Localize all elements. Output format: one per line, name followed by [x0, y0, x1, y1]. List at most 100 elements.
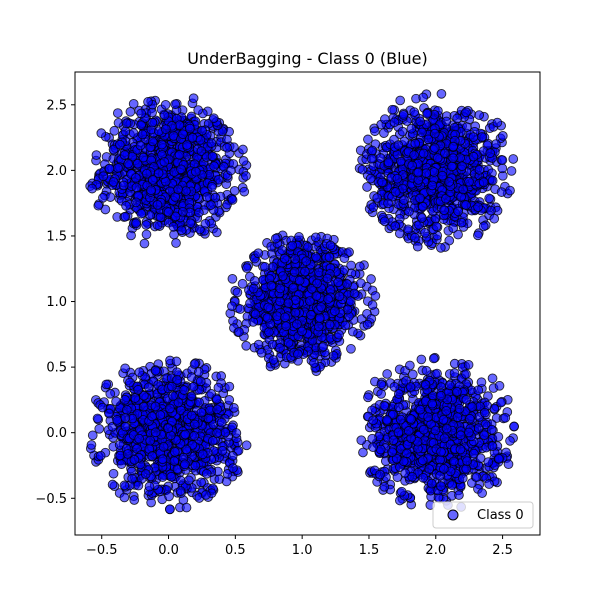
scatter-point	[444, 177, 455, 187]
scatter-point	[275, 296, 285, 307]
scatter-point	[283, 337, 294, 348]
scatter-point	[448, 141, 459, 152]
scatter-point	[375, 469, 385, 480]
scatter-point	[206, 138, 217, 148]
scatter-point	[98, 192, 108, 203]
scatter-point	[464, 176, 474, 187]
scatter-point	[415, 116, 426, 127]
scatter-point	[260, 261, 270, 272]
scatter-point	[456, 217, 467, 228]
scatter-point	[427, 398, 438, 409]
scatter-point	[175, 486, 186, 496]
scatter-point	[136, 108, 147, 119]
scatter-point	[487, 373, 498, 384]
scatter-point	[95, 450, 106, 461]
scatter-point	[145, 435, 156, 446]
scatter-point	[494, 453, 504, 464]
scatter-point	[492, 117, 503, 128]
scatter-point	[418, 472, 429, 483]
scatter-point	[420, 379, 431, 390]
scatter-point	[310, 232, 321, 243]
scatter-point	[382, 415, 392, 425]
scatter-point	[429, 143, 440, 153]
scatter-point	[181, 186, 191, 196]
scatter-point	[191, 166, 201, 177]
scatter-point	[165, 403, 175, 414]
scatter-point	[447, 161, 457, 172]
scatter-point	[195, 135, 206, 145]
scatter-point	[322, 273, 333, 284]
scatter-point	[143, 97, 153, 107]
scatter-point	[437, 170, 448, 181]
scatter-point	[394, 402, 404, 413]
scatter-point	[172, 375, 182, 385]
scatter-point	[416, 354, 427, 365]
scatter-point	[222, 142, 232, 153]
scatter-point	[453, 229, 463, 240]
scatter-point	[363, 392, 373, 403]
scatter-point	[418, 424, 429, 435]
scatter-point	[227, 195, 238, 205]
scatter-point	[383, 157, 394, 168]
scatter-point	[268, 355, 279, 365]
scatter-point	[485, 148, 496, 159]
scatter-point	[392, 173, 403, 184]
scatter-point	[439, 433, 450, 444]
scatter-point	[176, 164, 186, 175]
scatter-point	[120, 395, 130, 405]
scatter-point	[180, 429, 191, 440]
scatter-point	[287, 240, 298, 251]
scatter-point	[224, 395, 235, 405]
scatter-point	[158, 442, 169, 452]
scatter-point	[477, 132, 487, 142]
scatter-point	[409, 150, 419, 160]
scatter-point	[387, 104, 398, 115]
scatter-point	[241, 340, 252, 351]
scatter-point	[185, 218, 196, 229]
scatter-point	[210, 192, 221, 203]
scatter-point	[129, 495, 140, 505]
scatter-point	[193, 367, 204, 377]
scatter-point	[409, 107, 420, 117]
scatter-point	[483, 457, 494, 467]
scatter-point	[147, 117, 158, 128]
scatter-point	[418, 92, 429, 103]
scatter-point	[435, 242, 446, 253]
scatter-point	[376, 389, 387, 399]
scatter-point	[491, 139, 501, 149]
scatter-point	[288, 282, 299, 293]
scatter-point	[166, 471, 177, 482]
scatter-point	[128, 128, 139, 138]
scatter-point	[508, 154, 519, 164]
scatter-point	[224, 381, 235, 392]
scatter-point	[489, 213, 500, 224]
scatter-point	[441, 116, 452, 127]
scatter-point	[407, 160, 417, 171]
scatter-point	[229, 403, 239, 413]
scatter-point	[405, 382, 416, 392]
scatter-point	[478, 177, 489, 188]
scatter-point	[96, 128, 107, 139]
scatter-point	[406, 123, 417, 134]
scatter-point	[239, 186, 250, 197]
scatter-point	[202, 192, 212, 202]
scatter-point	[170, 99, 181, 110]
scatter-point	[160, 124, 171, 135]
scatter-point	[417, 213, 427, 223]
scatter-point	[105, 388, 116, 399]
scatter-point	[468, 448, 479, 459]
scatter-point	[366, 274, 376, 284]
scatter-point	[473, 202, 483, 212]
scatter-point	[109, 125, 120, 136]
scatter-point	[147, 136, 158, 147]
scatter-point	[126, 230, 136, 241]
scatter-point	[395, 414, 406, 425]
scatter-point	[368, 442, 378, 453]
scatter-point	[396, 486, 407, 497]
scatter-point	[362, 182, 372, 192]
scatter-point	[111, 396, 121, 407]
scatter-point	[186, 391, 197, 401]
scatter-point	[452, 412, 463, 423]
scatter-point	[496, 187, 507, 197]
scatter-point	[121, 118, 132, 129]
